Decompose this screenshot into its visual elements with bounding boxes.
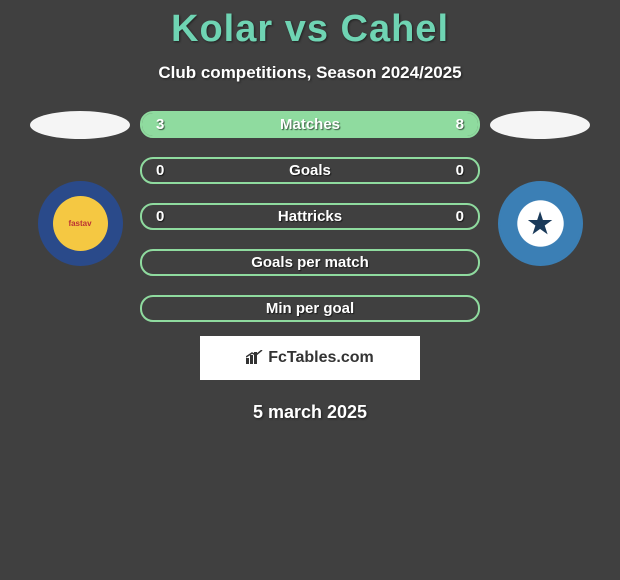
stats-column: 3 Matches 8 0 Goals 0 0 Hattricks 0 Goals per mat… [140,111,480,322]
stat-value-left: 0 [156,208,164,225]
stat-value-left: 0 [156,162,164,179]
stat-bar-matches: 3 Matches 8 [140,111,480,138]
stat-fill-right [233,113,478,136]
watermark-text: FcTables.com [268,349,374,367]
stat-label: Goals [289,162,331,179]
subtitle: Club competitions, Season 2024/2025 [0,63,620,83]
stat-label: Hattricks [278,208,342,225]
stat-label: Matches [280,116,340,133]
chart-icon [246,350,264,367]
player-left-column: fastav [20,111,140,266]
stat-value-left: 3 [156,116,164,133]
watermark: FcTables.com [200,336,420,380]
stat-label: Min per goal [266,300,354,317]
stat-value-right: 0 [456,208,464,225]
stat-label: Goals per match [251,254,369,271]
stat-value-right: 8 [456,116,464,133]
stat-bar-min-per-goal: Min per goal [140,295,480,322]
stat-bar-goals: 0 Goals 0 [140,157,480,184]
comparison-area: fastav 3 Matches 8 0 Goals 0 0 Hattricks 0 Goals … [0,111,620,322]
stat-bar-goals-per-match: Goals per match [140,249,480,276]
page-title: Kolar vs Cahel [0,0,620,51]
player-left-avatar [30,111,130,139]
stat-bar-hattricks: 0 Hattricks 0 [140,203,480,230]
date-text: 5 march 2025 [0,402,620,423]
stat-value-right: 0 [456,162,464,179]
player-right-column: ★ [480,111,600,266]
player-right-avatar [490,111,590,139]
star-icon: ★ [527,207,552,240]
club-badge-right: ★ [498,181,583,266]
club-badge-left-inner: fastav [53,196,108,251]
club-badge-left: fastav [38,181,123,266]
club-badge-right-inner: ★ [518,201,563,246]
